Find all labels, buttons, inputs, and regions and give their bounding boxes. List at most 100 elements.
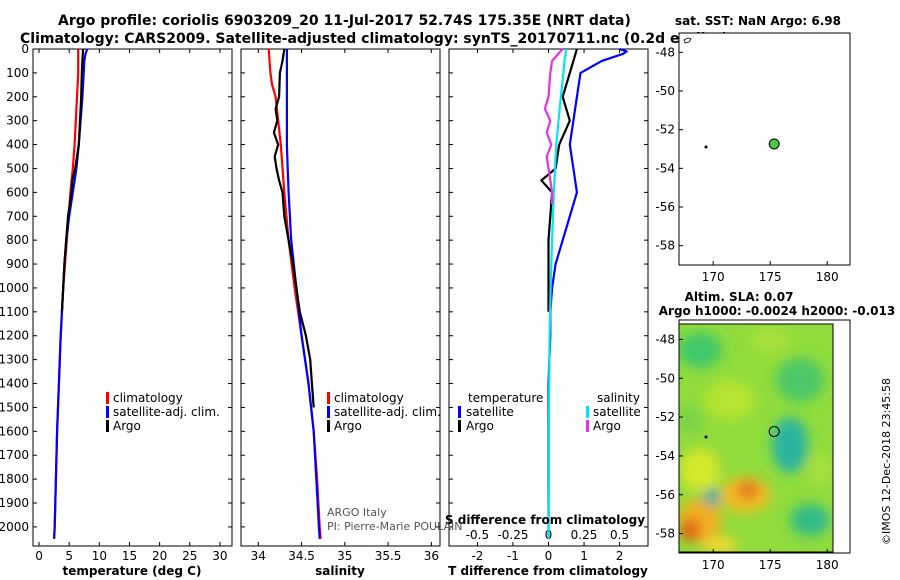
depth-tick-label: 1400 [0, 377, 29, 391]
x-tick-label: 35 [337, 549, 352, 563]
map-x-tick-label: 175 [759, 270, 782, 284]
legend-label-s-satellite: satellite [593, 405, 641, 419]
map-x-tick-label: 170 [702, 558, 725, 572]
header-line1: Argo profile: coriolis 6903209_20 11-Jul… [58, 13, 631, 29]
sst-map-title: sat. SST: NaN Argo: 6.98 [675, 14, 841, 28]
sla-map-frame [678, 319, 851, 554]
depth-tick-label: 800 [6, 233, 29, 247]
sla-map: 170 175 180 -48 -50 -52 -54 -56 -58 [655, 332, 838, 572]
x-tick-label-salinity: 0.5 [610, 528, 629, 542]
sla-blob [772, 417, 808, 473]
series-line-t-satellite [547, 47, 628, 539]
legend-label-t-satellite: satellite [466, 405, 514, 419]
header-line2: Climatology: CARS2009. Satellite-adjuste… [20, 31, 728, 47]
x-tick-label: -1 [507, 549, 519, 563]
map-y-tick-label: -52 [655, 410, 675, 424]
x-tick-label: 34 [251, 549, 266, 563]
x-tick-label: 0 [545, 549, 553, 563]
series-line-satellite-adj-clim- [53, 48, 89, 539]
x-tick-label: 36 [424, 549, 439, 563]
sla-blob [776, 358, 824, 402]
depth-tick-label: 1800 [0, 472, 29, 486]
x-tick-label: 5 [65, 549, 73, 563]
argo-position-marker [768, 138, 780, 150]
sla-blob [680, 518, 700, 542]
depth-tick-label: 1300 [0, 353, 29, 367]
map-x-tick-label: 180 [816, 270, 839, 284]
map-x-tick-label: 180 [816, 558, 839, 572]
sla-heatmap [679, 324, 833, 552]
map-x-tick-label: 175 [759, 558, 782, 572]
x-tick-label: 10 [92, 549, 107, 563]
depth-tick-label: 1600 [0, 424, 29, 438]
x-tick-label-salinity: -0.25 [497, 528, 528, 542]
legend-swatch-argo [327, 420, 330, 432]
map-y-tick-label: -54 [655, 161, 675, 175]
x-tick-label: 35.5 [375, 549, 402, 563]
legend-swatch-s-satellite [586, 406, 589, 418]
depth-tick-label: 100 [6, 66, 29, 80]
depth-tick-labels: 0 100 200 300 400 500 600 700 800 900 1000 1100 1200… [0, 42, 648, 534]
sla-blob [680, 448, 720, 492]
x-tick-label: 25 [182, 549, 197, 563]
legend-label-s-argo: Argo [593, 419, 621, 433]
difference-xlabel: T difference from climatology [448, 564, 648, 578]
series-line-climatology [53, 49, 80, 539]
legend-label-t-argo: Argo [466, 419, 494, 433]
map-y-tick-label: -52 [655, 123, 675, 137]
series-line-argo [60, 48, 85, 312]
depth-tick-label: 2000 [0, 520, 29, 534]
difference-xlabel-salinity: S difference from climatology [445, 513, 645, 527]
series-line-satellite-adj-clim- [285, 49, 321, 539]
x-tick-label: 1 [580, 549, 588, 563]
x-tick-label: 20 [152, 549, 167, 563]
legend-swatch-satellite [327, 406, 330, 418]
pi-note: PI: Pierre-Marie POULAIN [327, 520, 462, 533]
map-y-tick-label: -50 [655, 84, 675, 98]
map-x-tick-label: 170 [702, 270, 725, 284]
sla-blob [703, 489, 721, 505]
depth-tick-label: 1100 [0, 305, 29, 319]
x-tick-label-salinity: -0.5 [466, 528, 489, 542]
sla-blob [705, 380, 755, 420]
depth-tick-label: 1000 [0, 281, 29, 295]
sla-blob [679, 332, 722, 368]
x-tick-label-salinity: 0.25 [571, 528, 598, 542]
depth-tick-label: 900 [6, 257, 29, 271]
x-tick-label: 30 [212, 549, 227, 563]
series-line-argo [272, 48, 315, 408]
x-tick-label: 2 [616, 549, 624, 563]
sst-map-frame [678, 32, 851, 266]
map-y-tick-label: -56 [655, 488, 675, 502]
depth-tick-label: 1200 [0, 329, 29, 343]
series-line-t-argo [540, 48, 578, 312]
x-tick-label: 15 [122, 549, 137, 563]
sst-map: 170 175 180 -48 -50 -52 -54 -56 -58 [655, 45, 838, 284]
imos-credit: ©IMOS 12-Dec-2018 23:45:58 [880, 378, 893, 545]
legend-label-satellite: satellite-adj. clim. [334, 405, 441, 419]
sla-map-subtitle: Argo h1000: -0.0024 h2000: -0.013 [659, 304, 895, 318]
map-y-tick-label: -54 [655, 449, 675, 463]
legend-swatch-climatology [106, 392, 109, 404]
map-y-tick-label: -50 [655, 371, 675, 385]
temperature-axes [32, 48, 233, 547]
series-line-s-argo [543, 48, 564, 205]
difference-panel: -2 -1 0 1 2-0.5 -0.25 0 0.25 0.5 [466, 47, 629, 563]
coastline-fragment [683, 37, 692, 44]
legend-label-climatology: climatology [113, 391, 183, 405]
x-tick-label: -2 [471, 549, 483, 563]
depth-tick-label: 1500 [0, 400, 29, 414]
sla-map-title: Altim. SLA: 0.07 [685, 290, 794, 304]
difference-legend: temperature satellite Argo salinity sate… [458, 391, 641, 433]
legend-title-salinity: salinity [597, 391, 640, 405]
salinity-xlabel: salinity [315, 564, 365, 578]
temperature-xlabel: temperature (deg C) [63, 564, 202, 578]
sla-blob [750, 326, 790, 354]
sla-blobs [679, 326, 832, 552]
depth-tick-label: 600 [6, 185, 29, 199]
sla-blob [679, 406, 702, 434]
argo-italy-note: ARGO Italy [327, 506, 387, 519]
legend-title-temperature: temperature [468, 391, 543, 405]
legend-swatch-argo [106, 420, 109, 432]
